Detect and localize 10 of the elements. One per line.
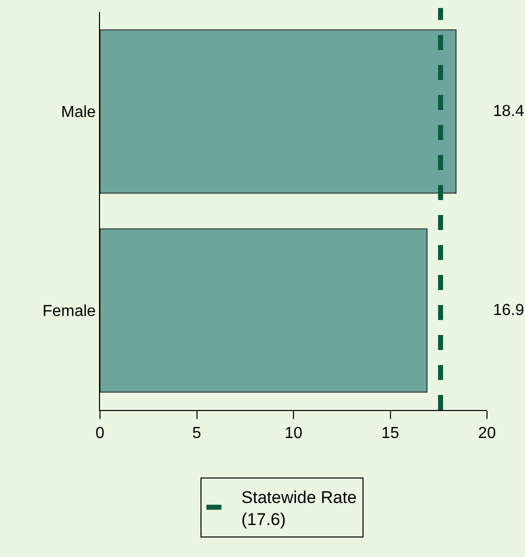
x-tick-label: 10: [284, 425, 302, 442]
x-tick-label: 20: [478, 425, 496, 442]
data-label: 18.4: [493, 103, 524, 120]
x-tick-label: 0: [96, 425, 105, 442]
y-tick-label: Male: [61, 104, 96, 122]
x-tick-label: 15: [381, 425, 400, 442]
legend-label: Statewide Rate (17.6): [241, 488, 357, 529]
y-tick-label: Female: [42, 303, 96, 320]
data-label: 16.9: [493, 302, 524, 319]
x-tick-label: 5: [192, 425, 202, 442]
